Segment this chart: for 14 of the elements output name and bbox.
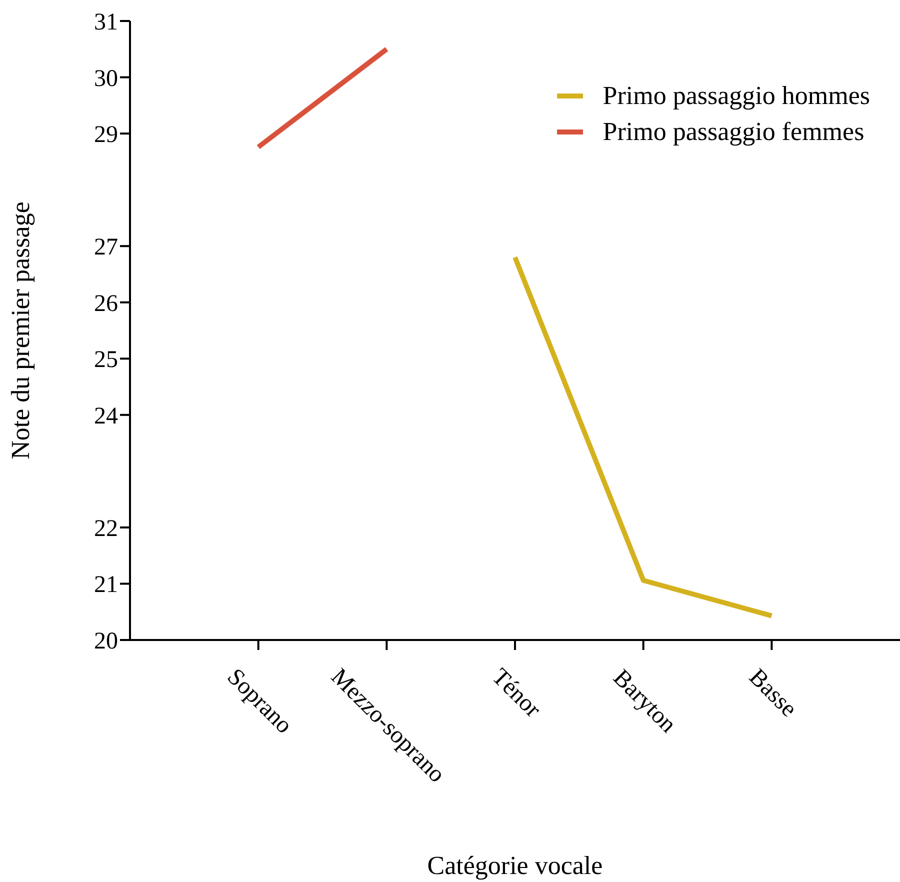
legend-label: Primo passaggio femmes: [602, 116, 864, 148]
y-axis-title: Note du premier passage: [6, 202, 36, 460]
y-tick-label: 24: [94, 403, 118, 430]
x-axis-title: Catégorie vocale: [427, 851, 603, 880]
y-tick-label: 29: [94, 122, 118, 148]
y-tick-label: 31: [94, 10, 118, 36]
y-tick-label: 20: [94, 628, 118, 655]
y-tick-label: 30: [94, 66, 118, 92]
y-tick-label: 21: [94, 572, 118, 598]
legend-label: Primo passaggio hommes: [602, 80, 870, 112]
y-tick-label: 25: [94, 347, 118, 374]
y-tick-label: 27: [94, 234, 118, 261]
y-tick-label: 26: [94, 290, 118, 317]
y-tick-label: 22: [94, 516, 118, 542]
